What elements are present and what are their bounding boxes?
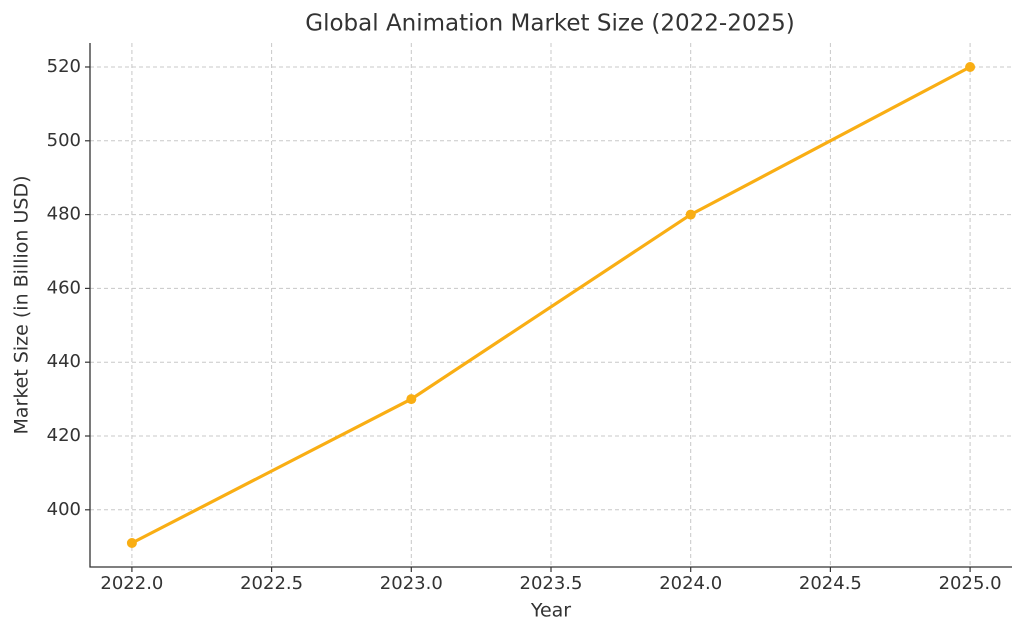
y-tick-label: 480	[47, 204, 81, 225]
x-tick-label: 2025.0	[939, 573, 1002, 594]
y-tick-label: 420	[47, 425, 81, 446]
chart-title: Global Animation Market Size (2022-2025)	[305, 11, 794, 37]
y-tick-label: 440	[47, 351, 81, 372]
x-tick-label: 2022.0	[100, 573, 163, 594]
marker	[126, 538, 137, 549]
y-tick-label: 460	[47, 277, 81, 298]
x-tick-label: 2024.5	[799, 573, 862, 594]
y-tick-label: 500	[47, 130, 81, 151]
y-axis-label: Market Size (in Billion USD)	[11, 175, 33, 434]
axis-spine	[89, 43, 1012, 568]
y-tick-label: 400	[47, 499, 81, 520]
x-tick-label: 2024.0	[659, 573, 722, 594]
x-tick-label: 2022.5	[240, 573, 303, 594]
x-tick-label: 2023.5	[520, 573, 583, 594]
x-axis-label: Year	[530, 600, 571, 622]
line	[131, 65, 971, 545]
y-tick-label: 520	[47, 56, 81, 77]
marker	[685, 209, 696, 220]
marker	[965, 61, 976, 72]
marker	[406, 394, 417, 405]
x-tick-label: 2023.0	[380, 573, 443, 594]
